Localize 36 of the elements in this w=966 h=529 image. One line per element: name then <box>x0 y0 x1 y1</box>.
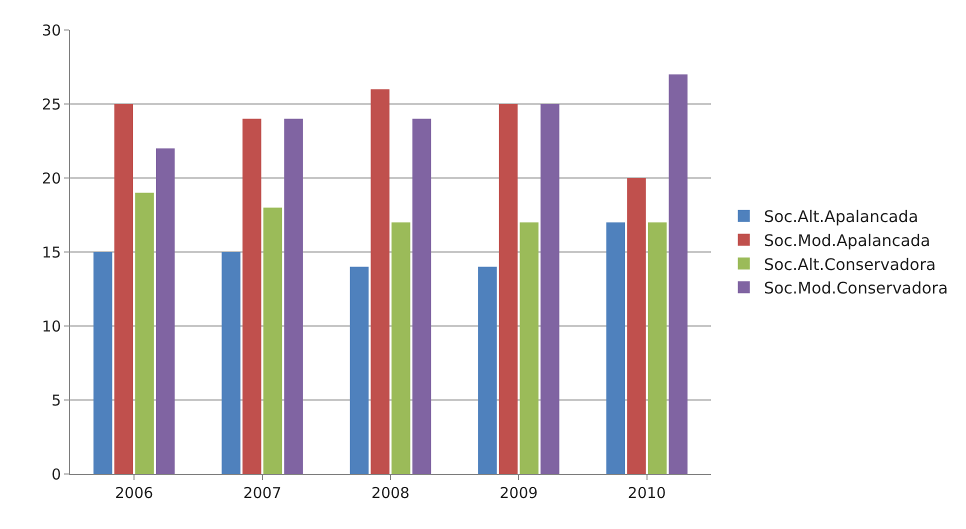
y-tick-label: 15 <box>42 243 61 262</box>
legend-label: Soc.Alt.Conservadora <box>764 254 936 274</box>
bar <box>648 222 667 474</box>
bar <box>284 118 303 474</box>
bar <box>627 178 646 474</box>
bar <box>263 208 282 474</box>
bar <box>114 104 134 474</box>
bar <box>540 104 560 474</box>
bar <box>606 222 626 474</box>
bar <box>412 118 432 474</box>
x-tick-label: 2008 <box>371 484 410 502</box>
bar <box>222 252 240 474</box>
y-tick-label: 30 <box>42 21 61 40</box>
y-tick-label: 20 <box>42 169 61 188</box>
bar <box>478 266 497 474</box>
bar <box>370 89 390 474</box>
bar <box>242 118 262 474</box>
bar <box>93 252 112 474</box>
x-tick-label: 2010 <box>628 484 666 502</box>
y-tick-label: 5 <box>51 391 61 410</box>
bar <box>668 74 688 474</box>
x-tick-label: 2006 <box>115 484 154 502</box>
x-tick-label: 2009 <box>500 484 538 502</box>
y-tick-label: 25 <box>42 95 61 114</box>
legend-label: Soc.Mod.Conservadora <box>764 278 948 298</box>
y-tick-label: 10 <box>42 317 61 336</box>
bar <box>498 104 518 474</box>
y-tick-label: 0 <box>51 465 61 484</box>
bar <box>350 266 369 474</box>
bar <box>392 222 410 474</box>
x-tick-label: 2007 <box>243 484 282 502</box>
legend-label: Soc.Mod.Apalancada <box>764 230 930 250</box>
bar <box>135 192 154 474</box>
legend-label: Soc.Alt.Apalancada <box>764 207 918 226</box>
bar <box>156 148 175 474</box>
bar <box>520 222 538 474</box>
